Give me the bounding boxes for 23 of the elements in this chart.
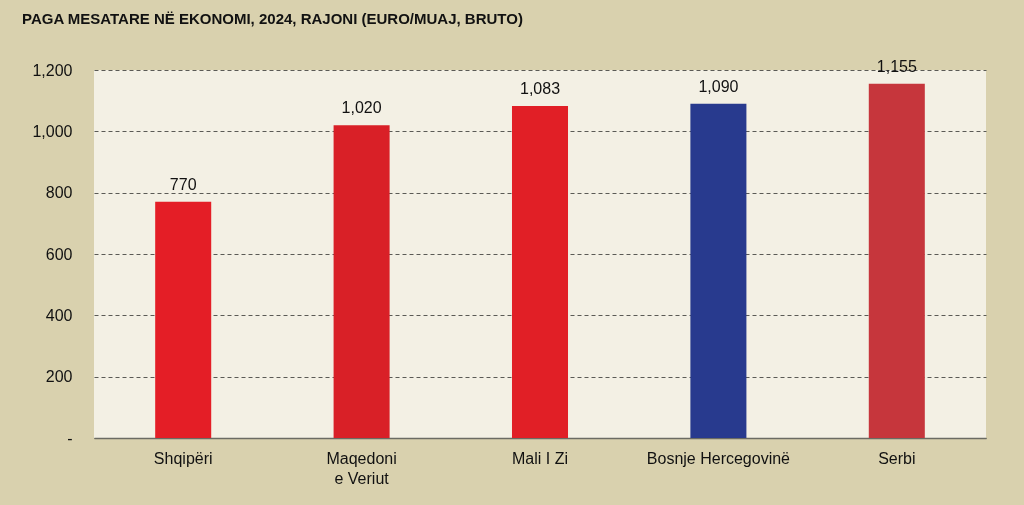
bar: [868, 83, 925, 438]
data-label: 1,090: [698, 77, 739, 95]
y-tick-label: 800: [45, 184, 73, 202]
y-tick-label: 1,000: [32, 122, 73, 140]
data-label: 770: [169, 175, 197, 193]
bar: [155, 201, 212, 438]
data-label: 1,083: [519, 79, 561, 97]
y-tick-label: 600: [45, 245, 73, 263]
bar: [511, 105, 569, 438]
bar: [690, 103, 747, 438]
x-tick-label: Maqedoni e Veriut: [326, 449, 397, 487]
data-label: 1,020: [341, 99, 382, 117]
x-tick-label: Shqipëri: [153, 449, 213, 467]
data-label: 1,155: [876, 57, 917, 75]
y-tick-label: 1,200: [32, 61, 73, 79]
x-tick-label: Serbi: [878, 449, 916, 467]
y-tick-label: 200: [45, 368, 73, 386]
y-tick-label: 400: [45, 306, 73, 324]
chart-title: PAGA MESATARE NË EKONOMI, 2024, RAJONI (EURO/MUAJ, BRUTO): [22, 9, 523, 27]
x-tick-label: Bosnje Hercegovinë: [646, 449, 791, 467]
x-tick-label: Mali I Zi: [512, 449, 568, 467]
bar: [333, 125, 390, 438]
y-tick-label: -: [67, 429, 73, 447]
